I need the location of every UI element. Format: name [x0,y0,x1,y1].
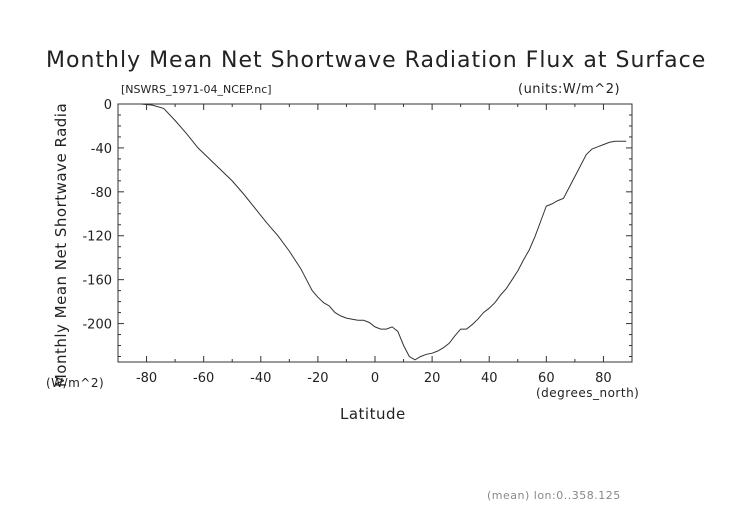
x-tick-label: 40 [481,371,498,386]
x-tick-label: 80 [595,371,612,386]
y-axis-units: (W/m^2) [46,376,105,390]
series-lines [140,103,627,361]
plot-frame [117,103,633,363]
y-tick-label: -120 [82,230,112,245]
y-tick-label: -160 [82,274,112,289]
y-tick-label: -80 [91,186,112,201]
x-tick-label: -80 [136,371,157,386]
y-tick-label: -200 [82,318,112,333]
chart-title: Monthly Mean Net Shortwave Radiation Flu… [46,48,707,73]
x-tick-label: 60 [538,371,555,386]
units-label: (units:W/m^2) [518,82,621,97]
x-axis-units: (degrees_north) [536,386,640,400]
y-tick-label: -40 [91,142,112,157]
x-tick-label: -20 [307,371,328,386]
x-tick-label: 20 [424,371,441,386]
x-tick-label: -40 [250,371,271,386]
x-axis-label: Latitude [340,405,406,423]
series-line [140,103,627,361]
axis-ticks: -80 -60 -40 -20 0 20 40 60 800-40-80-120-160-200 [82,98,633,386]
y-tick-label: 0 [104,98,112,113]
x-tick-label: 0 [371,371,379,386]
file-name-label: [NSWRS_1971-04_NCEP.nc] [121,83,272,96]
footer-note: (mean) lon:0..358.125 [487,489,621,502]
x-tick-label: -60 [193,371,214,386]
